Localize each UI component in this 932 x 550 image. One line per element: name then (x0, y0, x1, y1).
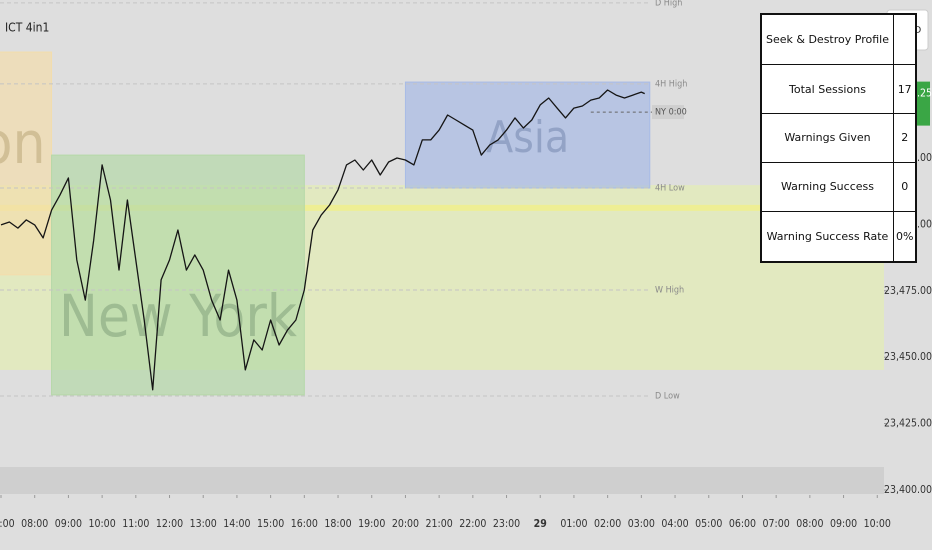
x-tick-label: 13:00 (190, 518, 217, 530)
x-tick-label: 10:00 (864, 518, 891, 530)
level-label: W High (655, 285, 684, 295)
x-tick-label: 19:00 (358, 518, 385, 530)
table-cell (892, 13, 917, 66)
x-tick-label: 03:00 (628, 518, 655, 530)
scroll-band (0, 467, 884, 494)
x-tick-label: 18:00 (324, 518, 351, 530)
level-label: NY 0:00 (655, 108, 687, 118)
x-tick-label: 08:00 (796, 518, 823, 530)
x-tick-label: 22:00 (459, 518, 486, 530)
level-label: D High (655, 0, 682, 8)
y-tick-label: 23,425.00 (884, 418, 932, 430)
x-tick-label: 11:00 (122, 518, 149, 530)
x-tick-label: 23:00 (493, 518, 520, 530)
x-tick-label: 06:00 (729, 518, 756, 530)
x-tick-label: 12:00 (156, 518, 183, 530)
y-tick-label: 23,475.00 (884, 285, 932, 297)
level-label-bg (652, 105, 684, 120)
x-tick-label: 05:00 (695, 518, 722, 530)
x-tick-label: 29 (534, 518, 547, 530)
table-cell: Warnings Given (760, 113, 894, 163)
x-tick-label: 21:00 (426, 518, 453, 530)
session-label: Asia (486, 112, 569, 163)
session-box (404, 81, 651, 189)
table-cell: 0 (892, 161, 917, 212)
session-label: London (0, 109, 46, 177)
x-tick-label: 16:00 (291, 518, 318, 530)
x-tick-label: 20:00 (392, 518, 419, 530)
x-tick-label: 15:00 (257, 518, 284, 530)
level-label: 4H High (655, 79, 687, 89)
x-tick-label: 02:00 (594, 518, 621, 530)
level-label: 4H Low (655, 184, 685, 194)
y-tick-label: 23,400.00 (884, 484, 932, 496)
table-cell: Total Sessions (760, 64, 894, 115)
x-tick-label: 10:00 (88, 518, 115, 530)
plot: London New York Asia D High 4H High NY 0:00 4H… (0, 0, 884, 401)
x-tick-label: 01:00 (560, 518, 587, 530)
x-tick-label: 09:00 (830, 518, 857, 530)
table-cell: Warning Success Rate (760, 210, 894, 263)
x-tick-label: 14:00 (223, 518, 250, 530)
x-tick-label: 09:00 (55, 518, 82, 530)
session-box (51, 154, 305, 396)
price-line (0, 89, 645, 391)
level-label: D Low (655, 391, 680, 401)
table-cell: 17 (892, 64, 917, 115)
x-tick-label: 07:00 (763, 518, 790, 530)
session-label: New York (59, 282, 298, 350)
stats-table: Seek & Destroy Profile Total Sessions 17 … (760, 13, 918, 263)
table-cell: Warning Success (760, 161, 894, 212)
x-tick-label: 04:00 (661, 518, 688, 530)
y-tick-label: 23,450.00 (884, 351, 932, 363)
x-tick-label: 08:00 (21, 518, 48, 530)
table-header: Seek & Destroy Profile (760, 13, 894, 66)
table-cell: 2 (892, 113, 917, 163)
x-tick-label: 07:00 (0, 518, 15, 530)
table-cell: 0% (892, 210, 917, 263)
chart-title: ICT 4in1 (5, 21, 49, 35)
